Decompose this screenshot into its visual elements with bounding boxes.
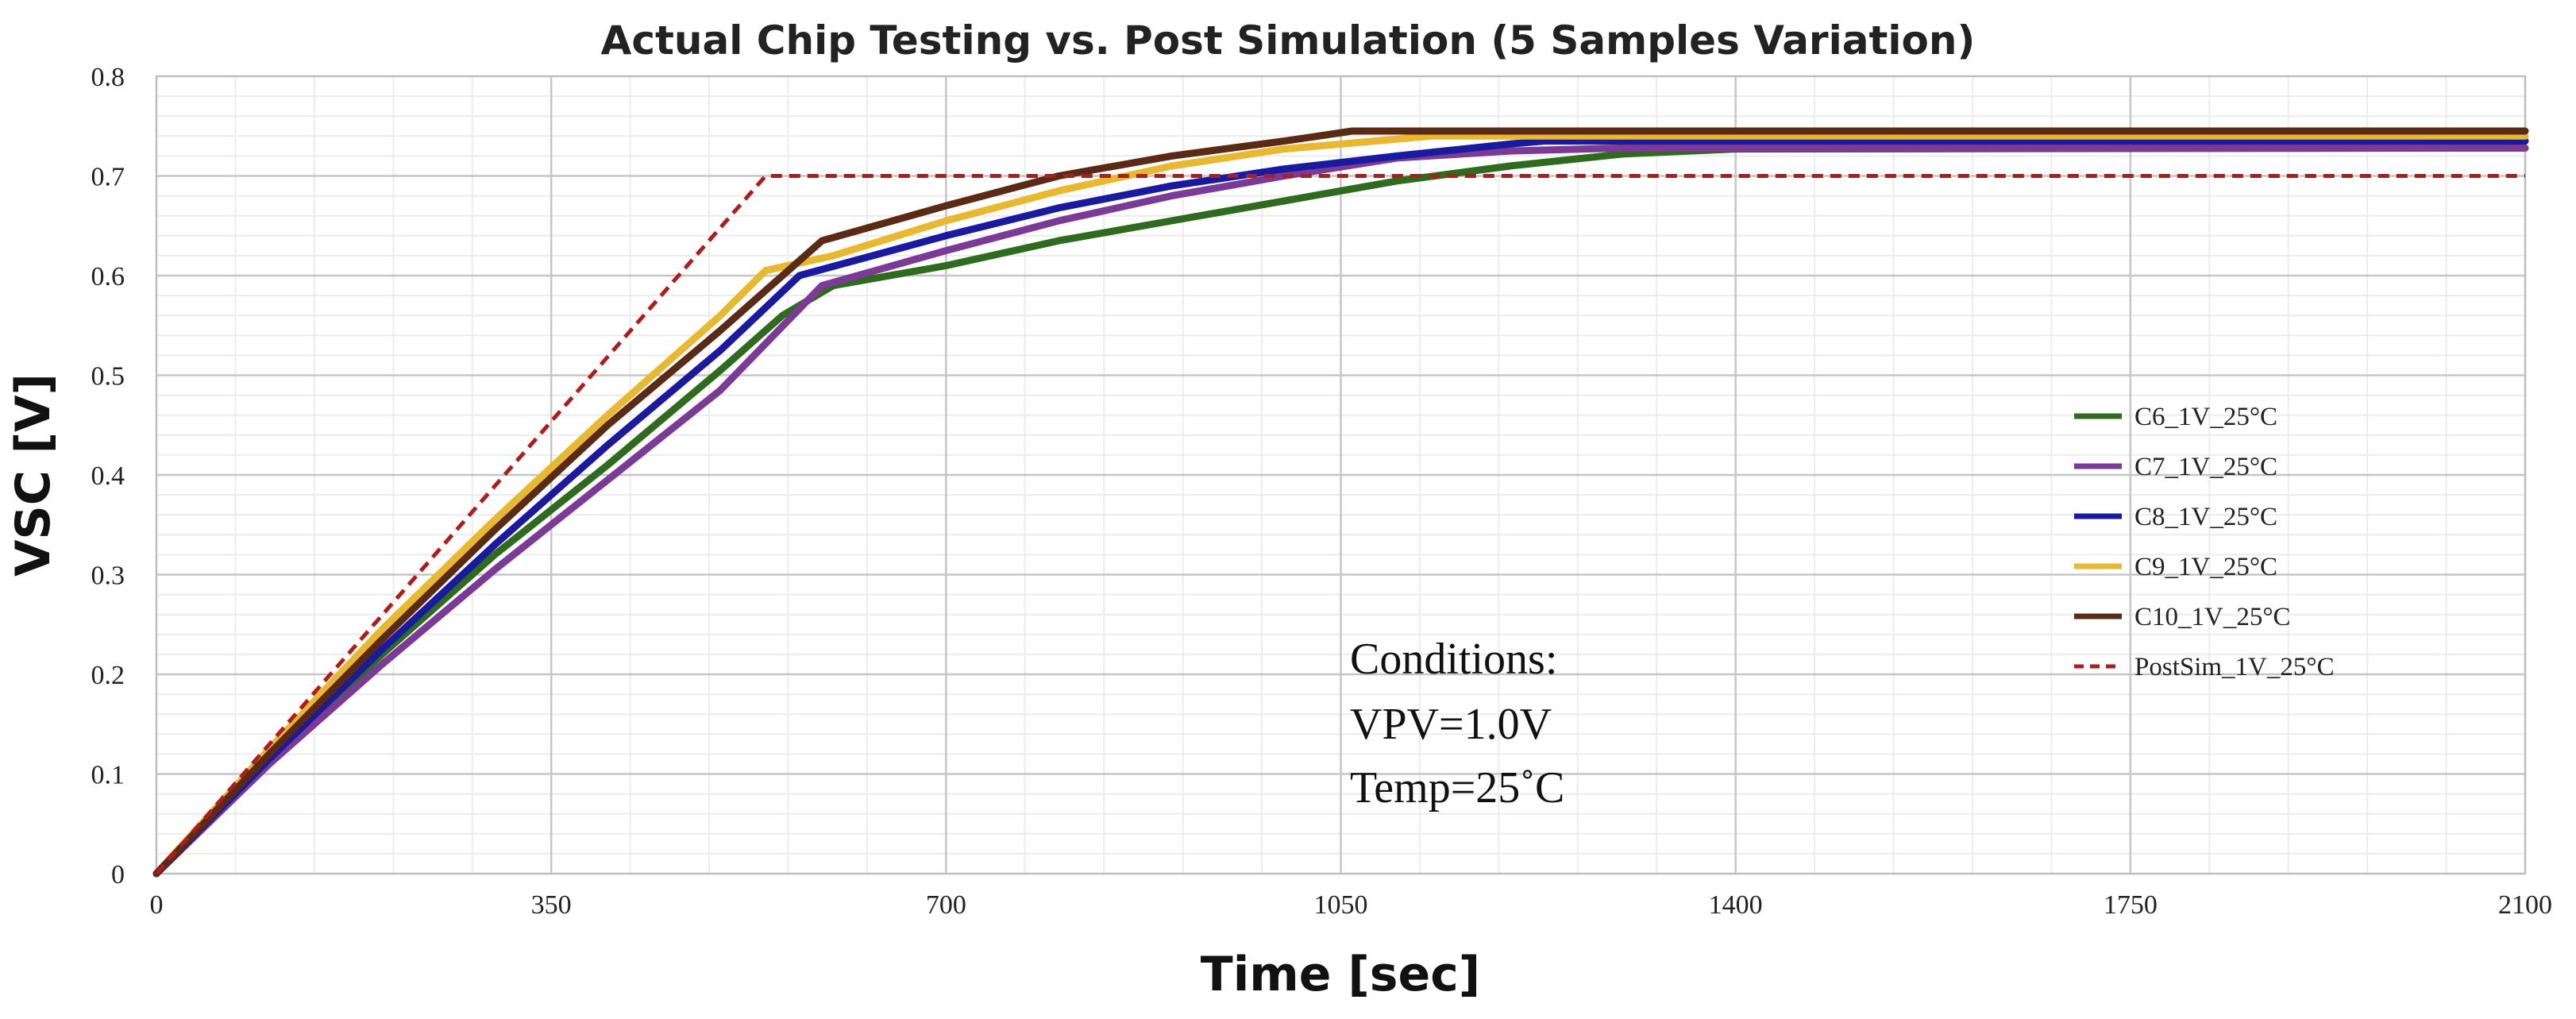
legend-label-3: C8_1V_25°C: [2134, 503, 2277, 531]
series-line-2: [152, 144, 2529, 878]
y-axis-title: VSC [V]: [6, 373, 61, 577]
y-tick-label: 0.1: [91, 761, 125, 790]
chart-title: Actual Chip Testing vs. Post Simulation …: [601, 17, 1976, 64]
x-tick-label: 1400: [1709, 890, 1763, 920]
y-tick-label: 0.5: [91, 362, 125, 392]
x-tick-label: 1050: [1314, 890, 1368, 920]
y-axis-tick-labels: 0 0.1 0.2 0.3 0.4 0.5 0.6 0.7 0.8: [91, 63, 125, 890]
y-tick-label: 0.4: [91, 461, 125, 491]
legend-label-2: C7_1V_25°C: [2134, 453, 2277, 481]
series-line-5: [152, 127, 2529, 878]
y-tick-label: 0: [111, 860, 125, 890]
series-line-1: [152, 144, 2529, 878]
annotation-line-2: VPV=1.0V: [1350, 700, 1552, 749]
annotation-line-1: Conditions:: [1350, 635, 1557, 684]
annotation-line-3: Temp=25˚C: [1350, 763, 1564, 812]
x-tick-label: 350: [531, 890, 572, 920]
y-tick-label: 0.7: [91, 163, 125, 192]
y-tick-label: 0.8: [91, 63, 125, 92]
legend-label-6: PostSim_1V_25°C: [2134, 653, 2335, 681]
legend-label-1: C6_1V_25°C: [2134, 403, 2277, 431]
legend-label-4: C9_1V_25°C: [2134, 553, 2277, 581]
x-tick-label: 1750: [2104, 890, 2158, 920]
x-tick-label: 700: [926, 890, 966, 920]
x-axis-title: Time [sec]: [1201, 947, 1480, 1002]
x-tick-label: 2100: [2498, 890, 2552, 920]
y-tick-label: 0.3: [91, 562, 125, 591]
series-line-3: [152, 137, 2529, 878]
plot-area-border: [156, 75, 2526, 874]
legend-label-5: C10_1V_25°C: [2134, 603, 2291, 631]
series-layer: [152, 127, 2529, 878]
x-tick-label: 0: [150, 890, 164, 920]
y-tick-label: 0.2: [91, 661, 125, 690]
conditions-annotation: Conditions: VPV=1.0V Temp=25˚C: [1350, 635, 1564, 812]
y-tick-label: 0.6: [91, 262, 125, 291]
x-axis-tick-labels: 0 350 700 1050 1400 1750 2100: [150, 890, 2553, 920]
legend: C6_1V_25°C C7_1V_25°C C8_1V_25°C C9_1V_25°C…: [2074, 403, 2335, 681]
series-line-4: [152, 132, 2529, 878]
